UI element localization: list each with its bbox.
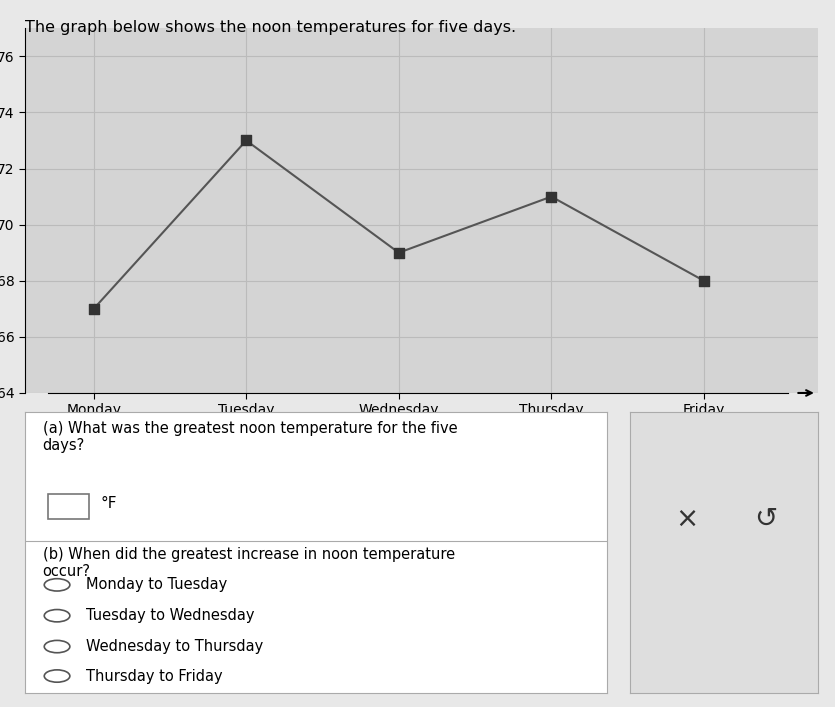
Point — [544, 191, 558, 202]
Text: Wednesday to Thursday: Wednesday to Thursday — [86, 639, 263, 654]
Text: Tuesday to Wednesday: Tuesday to Wednesday — [86, 608, 255, 623]
Text: (a) What was the greatest noon temperature for the five
days?: (a) What was the greatest noon temperatu… — [43, 421, 457, 453]
Text: (b) When did the greatest increase in noon temperature
occur?: (b) When did the greatest increase in no… — [43, 547, 454, 579]
Text: Monday to Tuesday: Monday to Tuesday — [86, 578, 227, 592]
Text: ↺: ↺ — [754, 505, 777, 533]
Text: ×: × — [675, 505, 698, 533]
Point — [392, 247, 406, 258]
Text: Thursday to Friday: Thursday to Friday — [86, 669, 223, 684]
Text: °F: °F — [101, 496, 117, 511]
Point — [87, 303, 100, 315]
Point — [240, 135, 253, 146]
Point — [697, 275, 711, 286]
Text: The graph below shows the noon temperatures for five days.: The graph below shows the noon temperatu… — [25, 20, 516, 35]
FancyBboxPatch shape — [48, 493, 89, 519]
